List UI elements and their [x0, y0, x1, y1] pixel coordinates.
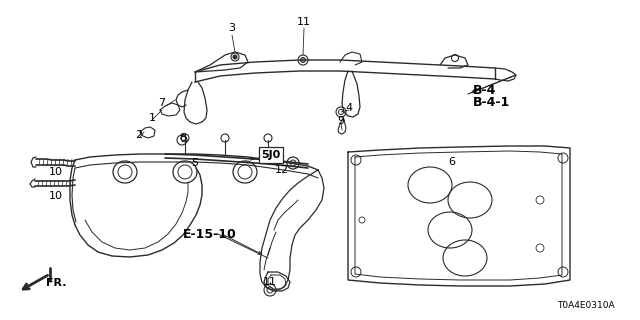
Text: 2: 2 [136, 130, 143, 140]
Text: 3: 3 [228, 23, 236, 33]
Text: 11: 11 [263, 277, 277, 287]
Text: 5J0: 5J0 [261, 150, 280, 160]
Text: 11: 11 [297, 17, 311, 27]
Text: 10: 10 [49, 167, 63, 177]
Text: 8: 8 [179, 133, 187, 143]
Text: T0A4E0310A: T0A4E0310A [557, 301, 614, 310]
Text: 4: 4 [346, 103, 353, 113]
Text: B-4: B-4 [473, 84, 497, 98]
Circle shape [233, 55, 237, 59]
Text: B-4-1: B-4-1 [473, 97, 510, 109]
Text: 5: 5 [191, 158, 198, 168]
Text: E-15-10: E-15-10 [183, 228, 237, 241]
Text: 6: 6 [449, 157, 456, 167]
Text: 7: 7 [159, 98, 166, 108]
Circle shape [301, 58, 305, 62]
Text: 12: 12 [275, 165, 289, 175]
Text: 10: 10 [49, 191, 63, 201]
Text: 1: 1 [148, 113, 156, 123]
Text: FR.: FR. [46, 278, 67, 288]
Text: 9: 9 [337, 116, 344, 126]
